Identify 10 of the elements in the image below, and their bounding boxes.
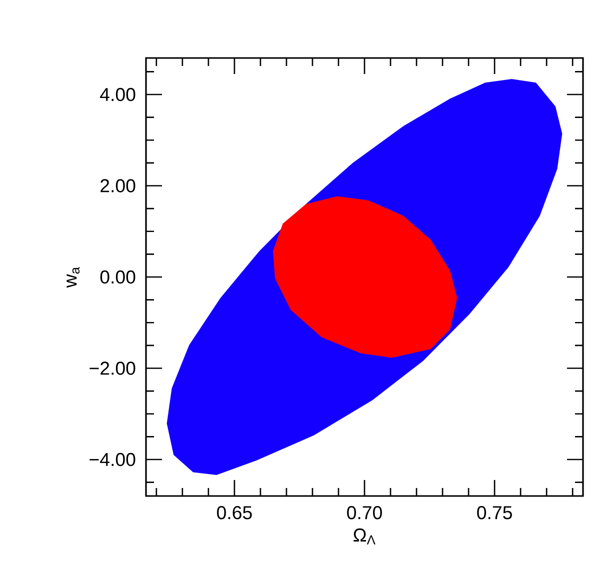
y-axis-title: w$_{a}$: [66, 266, 80, 288]
x-axis-title: Ω$_{Λ}$: [354, 528, 376, 544]
x-tick-label: 0.75: [477, 506, 512, 520]
y-tick-label: 0.00: [100, 270, 136, 284]
x-tick-label: 0.65: [217, 506, 252, 520]
y-tick-label: −2.00: [90, 362, 136, 375]
y-tick-label: 2.00: [100, 179, 136, 192]
y-tick-label: 4.00: [100, 88, 136, 102]
y-tick-label: −4.00: [90, 452, 136, 466]
x-tick-label: 0.70: [347, 506, 382, 520]
